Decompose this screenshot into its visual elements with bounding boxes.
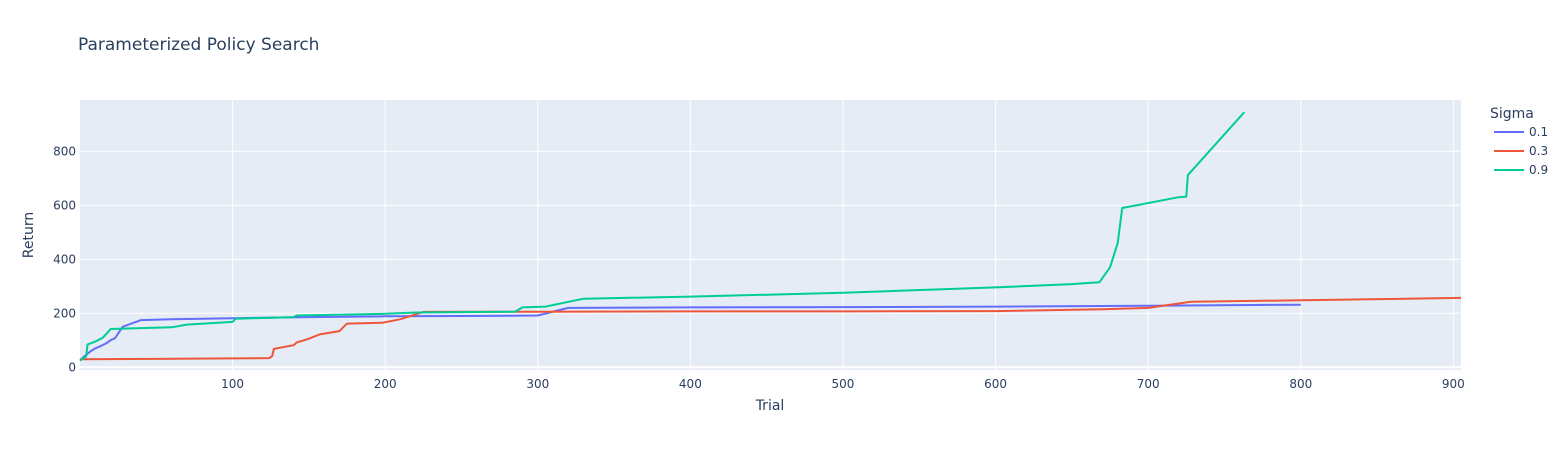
x-tick-label: 900 — [1442, 377, 1465, 391]
y-tick-label: 600 — [53, 198, 76, 212]
x-tick-label: 800 — [1289, 377, 1312, 391]
legend-item-label: 0.1 — [1529, 125, 1548, 139]
series-line-0-3 — [79, 296, 1462, 361]
x-tick-label: 700 — [1137, 377, 1160, 391]
y-tick-label: 200 — [53, 306, 76, 320]
y-tick-label: 0 — [68, 360, 76, 374]
gridlines — [80, 100, 1461, 370]
x-tick-label: 400 — [679, 377, 702, 391]
y-axis-title: Return — [21, 212, 37, 258]
x-tick-label: 600 — [984, 377, 1007, 391]
series-line-0-9 — [79, 111, 1246, 362]
series-line-0-1 — [79, 303, 1301, 362]
x-tick-label: 500 — [832, 377, 855, 391]
y-tick-label: 400 — [53, 252, 76, 266]
chart-title: Parameterized Policy Search — [78, 35, 319, 55]
plot-area — [80, 100, 1461, 370]
x-axis-title: Trial — [755, 398, 785, 414]
x-tick-label: 300 — [526, 377, 549, 391]
y-tick-label: 800 — [53, 144, 76, 158]
series-lines — [79, 111, 1462, 362]
axis-ticks: 100 200 300 400 500 600 700 800 900 0 200 400 600 800 — [53, 144, 1465, 391]
x-tick-label: 200 — [374, 377, 397, 391]
legend-item-label: 0.9 — [1529, 163, 1548, 177]
legend-title: Sigma — [1490, 106, 1534, 122]
legend: Sigma 0.1 0.3 0.9 — [1490, 106, 1548, 177]
legend-item-label: 0.3 — [1529, 144, 1548, 158]
x-tick-label: 100 — [221, 377, 244, 391]
